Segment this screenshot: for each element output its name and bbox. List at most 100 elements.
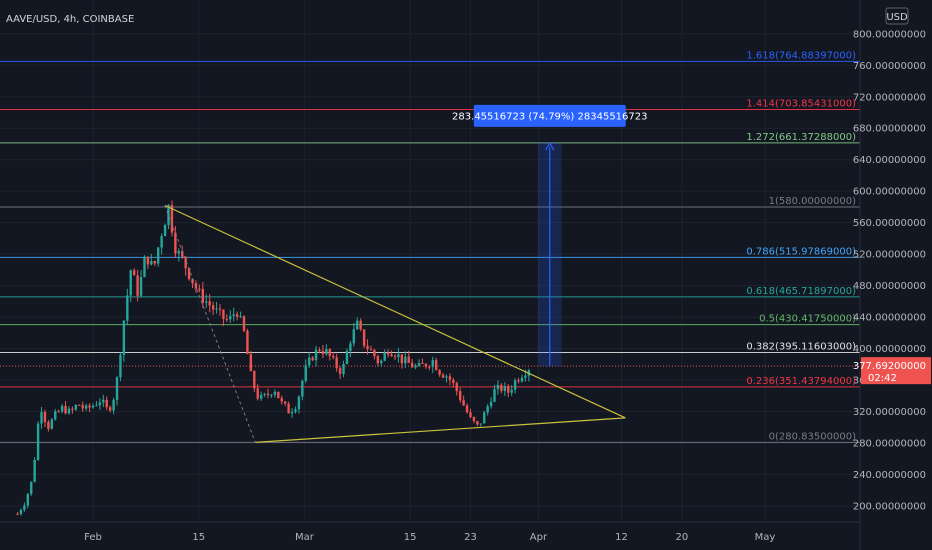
candle-body (445, 376, 448, 378)
triangle-pattern[interactable] (164, 204, 626, 443)
candle-body (483, 412, 486, 424)
candle-body (153, 261, 156, 264)
candle-body (198, 288, 201, 290)
candle-body (78, 404, 81, 406)
candle-body (297, 396, 301, 410)
candle-body (74, 404, 78, 410)
candle-body (132, 270, 136, 276)
candle-body (81, 405, 84, 409)
x-tick-label: 12 (615, 532, 628, 543)
fib-level-label: 1(580.00000000) (769, 196, 856, 207)
candle-body (246, 330, 249, 355)
candle-body (520, 377, 524, 382)
candle-body (105, 399, 108, 408)
price-axis[interactable]: 200.00000000 240.00000000 280.00000000 320.… (853, 0, 932, 550)
candle-body (417, 362, 421, 366)
candle-body (235, 314, 239, 317)
fib-level-label: 0.786(515.97869000) (746, 246, 856, 257)
candle-body (129, 270, 132, 296)
candlestick-series (16, 200, 531, 516)
candle-body (47, 421, 50, 429)
candle-body (459, 391, 462, 401)
x-tick-label: 23 (464, 532, 477, 543)
currency-button[interactable]: USD (886, 12, 908, 23)
symbol-title: AAVE/USD, 4h, COINBASE (6, 14, 134, 25)
candle-body (208, 301, 211, 306)
fib-level-label: 0(280.83500000) (769, 431, 856, 442)
candle-body (270, 394, 273, 396)
y-tick-label: 400.00000000 (853, 344, 926, 355)
candle-body (428, 366, 431, 368)
candle-body (143, 256, 146, 278)
candle-body (40, 412, 43, 424)
y-tick-label: 760.00000000 (853, 61, 926, 72)
candle-body (112, 399, 115, 411)
candle-body (19, 509, 23, 514)
candle-body (266, 393, 270, 396)
candle-body (462, 400, 465, 406)
candle-body (318, 349, 321, 352)
candle-body (373, 349, 376, 357)
candle-body (438, 370, 441, 375)
candle-body (91, 405, 95, 408)
candle-body (170, 204, 174, 233)
price-range-measure[interactable]: 283.45516723 (74.79%) 28345516723 (452, 104, 648, 367)
candle-body (524, 375, 527, 378)
candle-body (486, 406, 489, 413)
time-axis[interactable]: Feb 15 Mar 15 23 Apr 12 20 May (0, 521, 860, 543)
fib-level-label: 0.5(430.41750000) (759, 314, 856, 325)
candle-body (441, 374, 445, 378)
candle-body (273, 391, 277, 395)
candle-body (67, 408, 71, 414)
candle-body (16, 513, 19, 515)
candle-body (380, 360, 383, 364)
candle-body (452, 379, 455, 384)
y-tick-label: 280.00000000 (853, 439, 926, 450)
candle-body (98, 402, 102, 406)
candle-body (26, 494, 29, 506)
candle-body (469, 412, 472, 418)
triangle-upper-line[interactable] (164, 204, 626, 419)
candle-body (421, 362, 424, 364)
candle-body (472, 417, 476, 422)
candle-body (404, 356, 407, 364)
currency-button-frame[interactable] (885, 7, 909, 25)
candle-body (30, 481, 33, 495)
fib-level-label: 0.618(465.71897000) (746, 286, 856, 297)
x-tick-label: 15 (192, 532, 205, 543)
candle-body (174, 232, 177, 254)
candle-body (414, 365, 417, 368)
triangle-lower-line[interactable] (255, 417, 626, 443)
candle-body (119, 354, 122, 378)
y-tick-label: 200.00000000 (853, 502, 926, 513)
y-tick-label: 480.00000000 (853, 281, 926, 292)
candle-body (222, 309, 225, 319)
candle-body (431, 360, 434, 367)
candle-body (177, 251, 180, 254)
candle-body (489, 401, 493, 407)
candle-body (517, 380, 520, 382)
candle-body (239, 316, 242, 318)
candle-body (507, 386, 510, 393)
candle-body (167, 204, 170, 226)
candle-body (287, 403, 290, 414)
candle-body (383, 352, 386, 361)
candle-body (356, 320, 359, 330)
candle-body (390, 354, 393, 357)
candle-body (359, 320, 362, 330)
candle-body (342, 363, 345, 374)
candle-body (294, 409, 297, 413)
fib-level-label: 1.414(703.85431000) (746, 98, 856, 109)
candle-body (321, 351, 325, 355)
candle-body (43, 412, 47, 422)
candle-body (503, 386, 507, 391)
candle-body (102, 399, 105, 403)
candle-body (253, 371, 256, 389)
measure-label: 283.45516723 (74.79%) 28345516723 (452, 111, 647, 122)
candle-body (160, 236, 163, 248)
candle-body (500, 384, 503, 391)
candle-body (332, 355, 335, 358)
chart-grid (0, 0, 860, 522)
candle-body (33, 459, 36, 482)
